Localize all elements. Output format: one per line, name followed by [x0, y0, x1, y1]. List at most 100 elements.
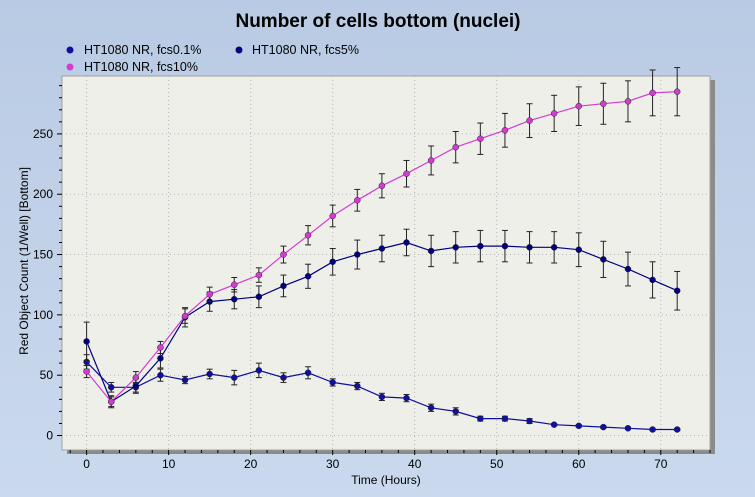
- y-axis-label: Red Object Count (1/Well) [Bottom]: [17, 167, 31, 355]
- chart-title: Number of cells bottom (nuclei): [235, 11, 520, 32]
- data-point: [354, 382, 361, 390]
- x-tick-label: 0: [83, 457, 90, 471]
- data-point: [575, 246, 583, 253]
- data-point: [304, 273, 312, 280]
- data-point: [649, 426, 656, 433]
- legend-marker-fcs10: [66, 63, 74, 71]
- y-tick-label: 200: [33, 187, 53, 201]
- series-2: [83, 67, 681, 408]
- data-point: [624, 265, 632, 273]
- data-point: [403, 239, 410, 246]
- y-tick-label: 250: [33, 127, 53, 141]
- data-point: [550, 421, 558, 428]
- data-point: [501, 242, 509, 250]
- data-point: [255, 367, 263, 374]
- data-point: [107, 384, 115, 391]
- data-point: [427, 247, 435, 255]
- x-tick-label: 20: [244, 457, 258, 471]
- x-axis-label: Time (Hours): [351, 473, 421, 487]
- data-point: [280, 374, 287, 381]
- data-point: [329, 258, 336, 266]
- data-point: [600, 423, 607, 431]
- legend-item-fcs10: HT1080 NR, fcs10%: [66, 60, 198, 74]
- data-point: [501, 415, 509, 422]
- data-point: [304, 369, 312, 377]
- data-point: [526, 244, 533, 251]
- data-point: [255, 271, 263, 279]
- data-point: [157, 355, 164, 362]
- legend: HT1080 NR, fcs0.1% HT1080 NR, fcs10% HT1…: [66, 43, 359, 74]
- data-point: [83, 368, 90, 375]
- legend-label-fcs5: HT1080 NR, fcs5%: [252, 43, 359, 57]
- data-point: [157, 344, 164, 351]
- y-tick-label: 100: [33, 308, 53, 322]
- data-point: [673, 287, 681, 294]
- legend-label-fcs10: HT1080 NR, fcs10%: [84, 60, 198, 74]
- data-point: [231, 281, 238, 288]
- data-point: [83, 338, 90, 345]
- data-point: [231, 295, 238, 303]
- data-point: [550, 110, 558, 117]
- x-tick-label: 40: [408, 457, 422, 471]
- data-point: [403, 170, 410, 177]
- data-point: [477, 415, 484, 422]
- data-point: [452, 244, 459, 251]
- data-point: [427, 157, 435, 164]
- grid: [62, 76, 710, 450]
- data-point: [501, 127, 509, 134]
- x-tick-label: 70: [654, 457, 668, 471]
- data-point: [354, 251, 361, 258]
- data-point: [624, 425, 632, 432]
- data-point: [649, 276, 656, 284]
- y-tick-label: 50: [40, 368, 54, 382]
- data-point: [403, 394, 410, 402]
- data-point: [231, 374, 238, 381]
- x-tick-label: 60: [572, 457, 586, 471]
- series-0: [83, 354, 681, 433]
- data-point: [600, 256, 607, 263]
- data-point: [575, 102, 583, 110]
- x-tick-label: 30: [326, 457, 340, 471]
- data-point: [550, 244, 558, 251]
- data-point: [600, 100, 607, 107]
- data-point: [255, 293, 263, 301]
- x-tick-label: 10: [162, 457, 176, 471]
- data-point: [206, 370, 213, 378]
- data-point: [575, 422, 583, 430]
- data-point: [181, 376, 189, 384]
- data-point: [624, 98, 632, 105]
- data-point: [206, 291, 213, 298]
- data-point: [378, 245, 386, 252]
- series-1: [83, 228, 681, 409]
- data-point: [526, 117, 533, 124]
- data-point: [477, 242, 484, 250]
- data-point: [378, 393, 386, 401]
- data-point: [673, 88, 681, 95]
- data-point: [280, 282, 287, 290]
- y-tick-label: 150: [33, 248, 53, 262]
- y-tick-label: 0: [46, 429, 53, 443]
- data-point: [378, 182, 386, 190]
- data-point: [673, 426, 681, 433]
- legend-marker-fcs5: [235, 46, 243, 54]
- data-point: [526, 417, 533, 425]
- data-point: [181, 312, 189, 320]
- series-layer: [83, 67, 681, 433]
- data-point: [649, 89, 656, 97]
- x-tick-label: 50: [490, 457, 504, 471]
- data-point: [452, 408, 459, 415]
- plot-area: [61, 75, 711, 451]
- data-point: [452, 143, 459, 151]
- legend-label-fcs0-1: HT1080 NR, fcs0.1%: [84, 43, 201, 57]
- legend-item-fcs0-1: HT1080 NR, fcs0.1%: [66, 43, 201, 57]
- data-point: [329, 212, 336, 220]
- data-point: [157, 371, 164, 379]
- legend-marker-fcs0-1: [66, 46, 74, 54]
- data-point: [304, 232, 312, 239]
- data-point: [132, 374, 140, 381]
- data-point: [280, 251, 287, 258]
- data-point: [107, 398, 115, 405]
- data-point: [427, 404, 435, 412]
- legend-item-fcs5: HT1080 NR, fcs5%: [235, 43, 359, 57]
